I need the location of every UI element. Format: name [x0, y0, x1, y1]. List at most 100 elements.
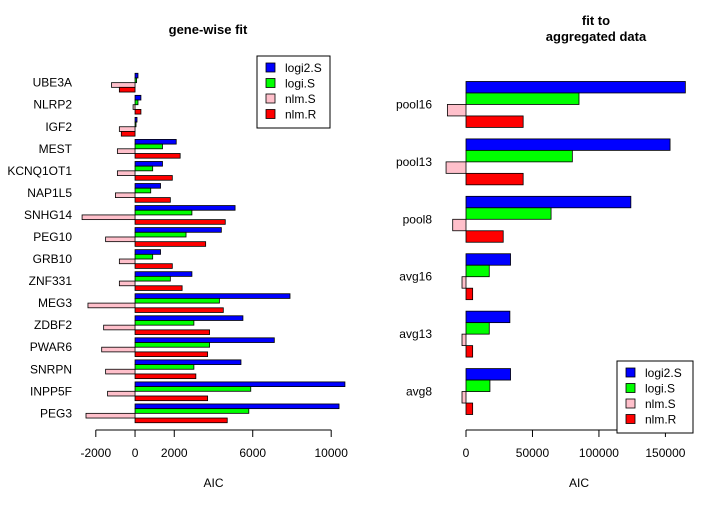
bar-avg16-nlm-r: [465, 287, 474, 301]
category-label-pool16: pool16: [396, 97, 432, 111]
bar-avg8-nlm-r: [465, 402, 474, 415]
bar-zdbf2-nlm-r: [134, 329, 210, 335]
x-tick-label: -2000: [80, 446, 111, 460]
bar-avg16-logi-s: [465, 264, 490, 278]
bar-grb10-nlm-s: [118, 258, 136, 265]
legend-label-logi-s: logi.S: [285, 77, 315, 91]
bar-meg3-logi-s: [134, 298, 220, 304]
bar-znf331-nlm-s: [118, 280, 136, 287]
bar-mest-logi2-s: [134, 139, 177, 145]
category-label-ube3a: UBE3A: [33, 76, 72, 90]
bar-peg10-nlm-s: [105, 236, 136, 243]
category-label-peg3: PEG3: [40, 406, 72, 420]
bar-peg3-logi2-s: [134, 403, 340, 410]
bar-nlrp2-nlm-s: [132, 104, 136, 110]
bar-meg3-logi2-s: [134, 293, 291, 299]
bar-pool16-nlm-r: [465, 115, 524, 128]
chart-title: gene-wise fit: [169, 22, 248, 37]
category-label-grb10: GRB10: [33, 252, 73, 266]
bar-avg16-nlm-s: [461, 276, 467, 289]
bar-pool13-nlm-r: [465, 172, 524, 186]
bar-inpp5f-logi2-s: [134, 381, 346, 388]
bar-snrpn-nlm-s: [105, 368, 136, 375]
bar-avg13-logi2-s: [465, 310, 511, 324]
category-label-nap1l5: NAP1L5: [27, 186, 72, 200]
bar-pool13-logi-s: [465, 149, 573, 163]
legend-swatch-logi-s: [625, 383, 636, 393]
category-label-nlrp2: NLRP2: [33, 98, 72, 112]
bar-kcnq1ot1-logi-s: [134, 165, 154, 172]
bar-snrpn-nlm-r: [134, 373, 197, 380]
bar-nlrp2-nlm-r: [134, 109, 142, 115]
bar-grb10-logi2-s: [134, 249, 161, 255]
bar-pool16-nlm-s: [446, 104, 467, 117]
bar-nap1l5-nlm-s: [115, 192, 136, 198]
category-label-peg10: PEG10: [33, 230, 72, 244]
category-label-znf331: ZNF331: [29, 274, 73, 288]
bar-peg10-logi2-s: [134, 227, 222, 233]
bar-pwar6-nlm-r: [134, 351, 209, 357]
bar-avg13-nlm-s: [461, 333, 467, 347]
bar-kcnq1ot1-logi2-s: [134, 161, 163, 167]
legend-label-nlm-r: nlm.R: [645, 413, 677, 427]
legend-swatch-logi-s: [265, 78, 276, 88]
bar-pwar6-logi-s: [134, 342, 210, 348]
bar-kcnq1ot1-nlm-s: [116, 170, 136, 176]
bar-zdbf2-nlm-s: [103, 324, 136, 331]
bar-grb10-nlm-r: [134, 263, 173, 269]
bar-meg3-nlm-r: [134, 307, 224, 313]
category-label-inpp5f: INPP5F: [30, 384, 72, 398]
bar-snhg14-logi-s: [134, 209, 193, 216]
bar-nap1l5-nlm-r: [134, 197, 171, 203]
bar-znf331-nlm-r: [134, 285, 183, 291]
legend-label-logi2-s: logi2.S: [645, 366, 682, 380]
bar-pool16-logi2-s: [465, 81, 686, 94]
legend-swatch-logi2-s: [625, 367, 636, 378]
bar-ube3a-nlm-r: [118, 86, 136, 93]
bar-nlrp2-logi2-s: [134, 94, 142, 101]
bar-inpp5f-logi-s: [134, 386, 252, 392]
bar-igf2-logi2-s: [134, 116, 138, 123]
chart-title: fit to: [582, 13, 610, 28]
category-label-mest: MEST: [39, 142, 73, 156]
category-label-pool8: pool8: [403, 212, 433, 226]
bar-pool16-logi-s: [465, 92, 580, 105]
bar-inpp5f-nlm-s: [107, 390, 136, 397]
bar-snrpn-logi2-s: [134, 359, 242, 365]
chart-title: aggregated data: [546, 29, 647, 44]
bar-nap1l5-logi-s: [134, 187, 152, 194]
category-label-zdbf2: ZDBF2: [34, 318, 72, 332]
x-tick-label: 0: [463, 446, 470, 460]
bar-peg10-logi-s: [134, 231, 187, 238]
bar-grb10-logi-s: [134, 253, 154, 260]
bar-pool8-nlm-r: [465, 230, 504, 243]
bar-pwar6-nlm-s: [101, 346, 136, 353]
legend-label-nlm-s: nlm.S: [285, 92, 316, 106]
bar-peg3-nlm-s: [85, 412, 136, 419]
bar-snrpn-logi-s: [134, 364, 195, 370]
category-label-avg13: avg13: [399, 327, 432, 341]
bar-nap1l5-logi2-s: [134, 183, 161, 189]
bar-snhg14-nlm-r: [134, 219, 226, 225]
bar-avg13-nlm-r: [465, 345, 474, 358]
bar-meg3-nlm-s: [87, 302, 136, 309]
bar-igf2-logi-s: [134, 121, 137, 128]
x-tick-label: 10000: [315, 446, 349, 460]
bar-snhg14-logi2-s: [134, 205, 236, 211]
bar-nlrp2-logi-s: [134, 99, 139, 106]
bar-avg8-logi-s: [465, 379, 491, 392]
bar-igf2-nlm-r: [120, 131, 136, 137]
bar-peg10-nlm-r: [134, 241, 207, 247]
x-axis-label: AIC: [569, 476, 589, 490]
legend-label-logi-s: logi.S: [645, 382, 675, 396]
legend-label-nlm-r: nlm.R: [285, 108, 317, 122]
x-axis-label: AIC: [203, 476, 223, 490]
category-label-pwar6: PWAR6: [30, 340, 73, 354]
bar-zdbf2-logi-s: [134, 320, 195, 326]
bar-zdbf2-logi2-s: [134, 315, 244, 321]
category-label-meg3: MEG3: [38, 296, 72, 310]
